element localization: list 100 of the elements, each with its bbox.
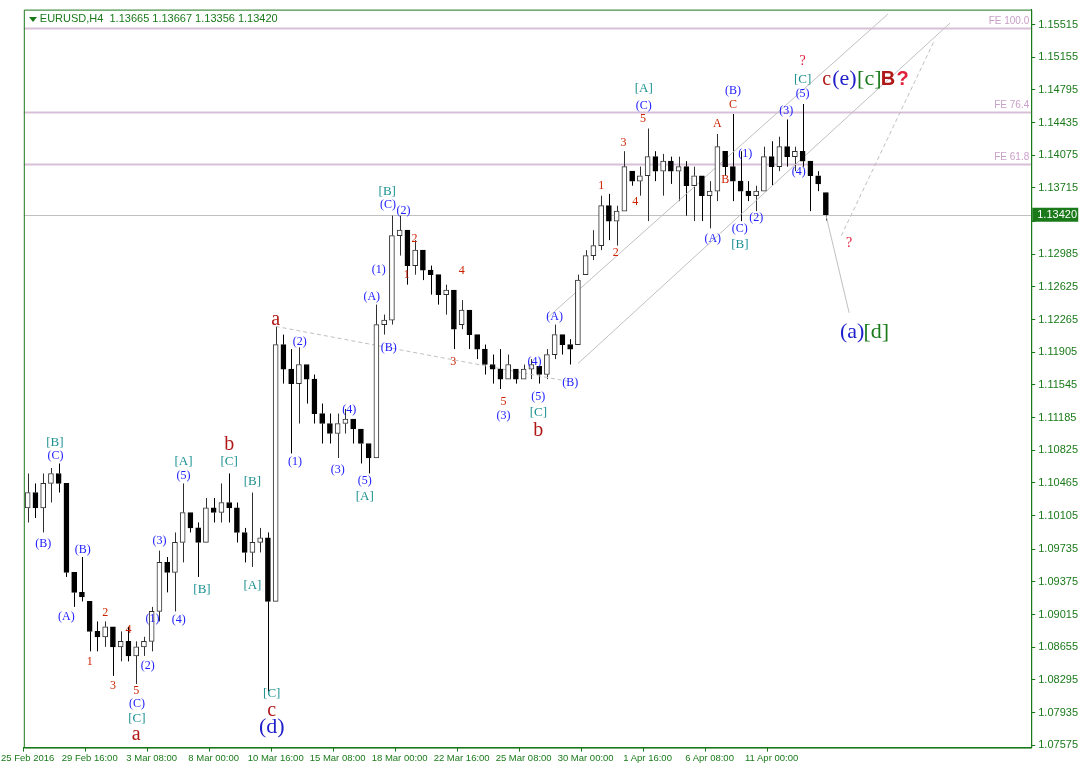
annotation: (4) [527, 353, 542, 368]
ref-line-label: FE 76.4 [994, 98, 1030, 110]
annotation: 4 [632, 194, 639, 209]
annotation: (B) [562, 374, 579, 389]
y-tick-label: 1.09735 [1038, 542, 1078, 555]
x-tick-label: 29 Feb 16:00 [61, 751, 118, 763]
annotation: 3 [450, 353, 457, 368]
annotation: c [822, 66, 832, 89]
ref-line-label: FE 61.8 [994, 150, 1030, 162]
annotation: (B) [35, 536, 52, 551]
annotation: 5 [639, 110, 646, 125]
x-tick-label: 3 Mar 08:00 [126, 751, 178, 763]
y-tick-label: 1.14075 [1038, 148, 1078, 161]
y-tick-label: 1.14435 [1038, 115, 1078, 128]
y-tick-label: 1.12265 [1038, 312, 1078, 325]
annotation: [c] [857, 65, 882, 91]
annotation: (2) [396, 203, 411, 218]
annotation: [C] [793, 70, 812, 86]
annotation: (C) [128, 696, 145, 711]
x-tick-label: 18 Mar 00:00 [371, 751, 428, 763]
annotation: ? [799, 53, 806, 69]
y-tick-label: 1.15515 [1038, 17, 1078, 30]
annotation: (5) [531, 389, 546, 404]
annotation: (3) [496, 408, 511, 423]
annotation: (C) [380, 196, 397, 211]
annotation: (4) [342, 402, 357, 417]
annotation: b [533, 418, 544, 441]
annotation: [d] [863, 317, 890, 343]
annotation: ? [846, 235, 853, 251]
annotation: (A) [704, 230, 722, 245]
y-tick-label: 1.11545 [1038, 377, 1078, 390]
annotation: (2) [292, 333, 307, 348]
annotation: (1) [371, 262, 386, 277]
annotation: 5 [133, 683, 140, 698]
annotation: (2) [749, 209, 764, 224]
annotation: 5 [500, 393, 507, 408]
annotation: [B] [243, 473, 262, 489]
annotation: [A] [243, 576, 262, 592]
annotation: (1) [738, 146, 753, 161]
annotation: (B) [380, 340, 397, 355]
annotation: [B] [46, 434, 64, 450]
annotation: a [271, 307, 281, 330]
y-tick-label: 1.10465 [1038, 476, 1078, 489]
x-tick-label: 15 Mar 08:00 [309, 751, 366, 763]
annotation: [A] [355, 487, 374, 503]
y-tick-label: 1.10105 [1038, 508, 1078, 521]
annotation: 3 [620, 135, 627, 150]
annotation: (5) [176, 468, 191, 483]
x-tick-label: 8 Mar 00:00 [188, 751, 240, 763]
annotation: [A] [634, 80, 653, 95]
annotation: 1 [598, 177, 605, 192]
annotation: (3) [330, 461, 345, 476]
y-tick-label: 1.11905 [1038, 345, 1078, 358]
annotation: 2 [102, 605, 109, 620]
y-tick-label: 1.12625 [1038, 279, 1078, 292]
annotation: (C) [731, 220, 748, 235]
x-tick-label: 22 Mar 16:00 [433, 751, 490, 763]
annotation: 4 [458, 263, 465, 278]
annotation: A [713, 116, 723, 131]
annotation: 4 [125, 621, 132, 636]
annotation: (5) [357, 472, 372, 487]
annotation: (e) [832, 65, 857, 91]
x-tick-label: 25 Feb 2016 [1, 751, 55, 763]
annotation: (A) [58, 609, 75, 624]
annotation: a [131, 722, 141, 745]
annotation: C [728, 97, 737, 112]
chart-title: EURUSD,H4 1.13665 1.13667 1.13356 1.13420 [39, 11, 278, 24]
y-tick-label: 1.07935 [1038, 705, 1078, 718]
annotation: 3 [109, 678, 116, 693]
annotation: ? [896, 67, 909, 90]
annotation: 2 [612, 245, 619, 260]
y-tick-label: 1.10825 [1038, 443, 1078, 456]
annotation: [B] [193, 581, 211, 597]
annotation: [C] [263, 684, 281, 700]
x-tick-label: 30 Mar 00:00 [557, 751, 614, 763]
annotation: (1) [288, 453, 303, 468]
y-tick-label: 1.13715 [1038, 181, 1078, 193]
annotation: [C] [529, 404, 548, 420]
annotation: b [224, 431, 235, 454]
y-tick-label: 1.11185 [1038, 410, 1077, 423]
annotation: (4) [791, 164, 806, 179]
annotation: [A] [174, 453, 193, 469]
ref-line-label: 1.13420 [1037, 207, 1077, 220]
annotation: [C] [220, 453, 238, 469]
x-tick-label: 1 Apr 16:00 [623, 751, 672, 763]
y-tick-label: 1.14795 [1038, 82, 1078, 95]
annotation: (B) [724, 83, 741, 98]
annotation: (4) [171, 611, 186, 626]
x-tick-label: 6 Apr 08:00 [685, 751, 734, 763]
annotation: B [880, 67, 896, 90]
y-tick-label: 1.08655 [1038, 640, 1078, 653]
annotation: (C) [635, 97, 652, 112]
annotation: (3) [779, 102, 794, 117]
x-tick-label: 11 Apr 00:00 [745, 751, 799, 763]
annotation: (A) [363, 288, 381, 303]
y-tick-label: 1.08295 [1038, 673, 1078, 685]
annotation: (A) [546, 308, 563, 323]
y-tick-label: 1.09375 [1038, 574, 1078, 587]
annotation: [C] [128, 709, 146, 725]
annotation: (2) [140, 658, 155, 673]
